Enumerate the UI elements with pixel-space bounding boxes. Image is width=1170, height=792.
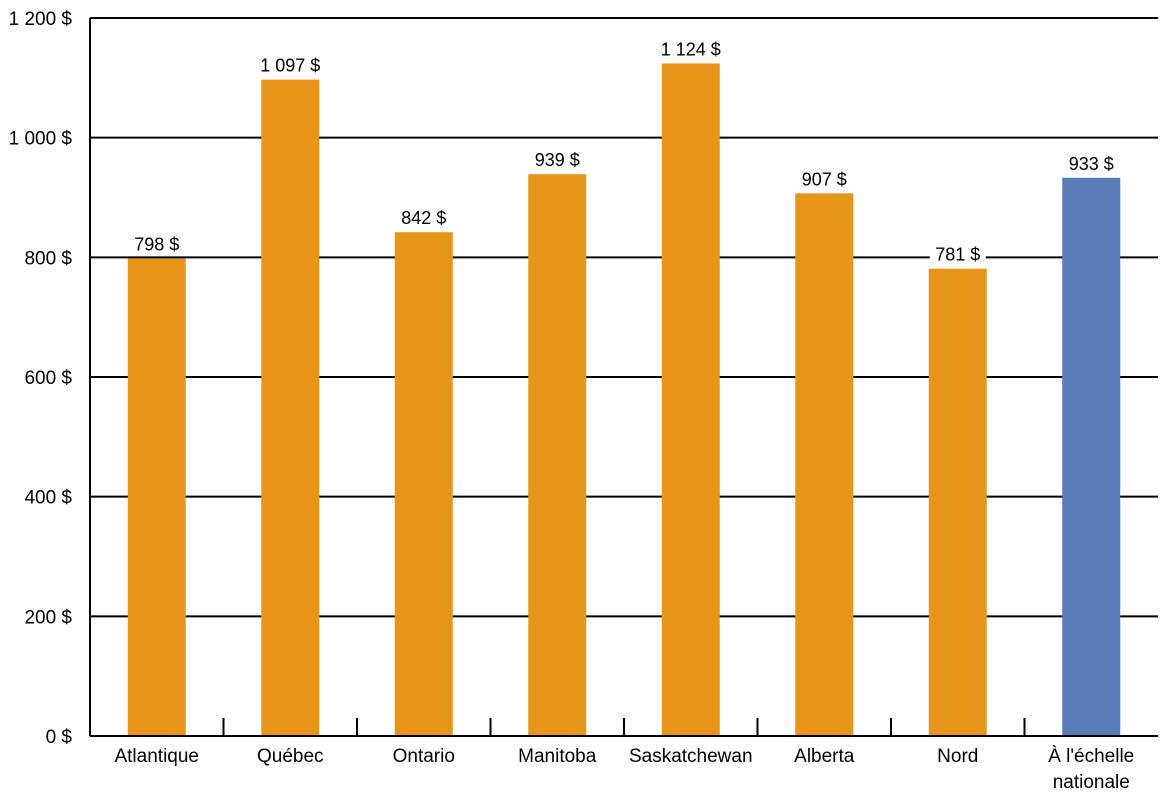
bar [127, 258, 186, 736]
data-label: 781 $ [935, 245, 980, 265]
category-label: Ontario [393, 746, 455, 767]
y-tick-label: 800 $ [24, 248, 72, 269]
bar [1062, 177, 1121, 736]
data-label: 907 $ [802, 169, 847, 189]
category-label: Québec [257, 746, 324, 767]
bar [928, 268, 987, 736]
data-label-background [252, 53, 329, 76]
bars [127, 63, 1121, 737]
y-tick-label: 1 200 $ [9, 9, 73, 30]
data-label-background [929, 242, 986, 265]
y-tick-label: 600 $ [24, 368, 72, 389]
data-label: 798 $ [134, 235, 179, 255]
data-label-background [1063, 151, 1120, 174]
data-label-background [128, 232, 185, 255]
data-label-background [796, 167, 853, 190]
gridlines [90, 17, 1158, 618]
y-axis-tick-labels: 0 $ 200 $ 400 $ 600 $ 800 $ 1 000 $ 1 200 $ [9, 9, 73, 748]
category-label: Manitoba [518, 746, 597, 767]
data-label-background [395, 206, 452, 229]
data-label: 1 124 $ [661, 39, 721, 59]
category-labels: Atlantique Québec Ontario Manitoba Saskatche… [114, 746, 1134, 792]
data-label: 939 $ [535, 150, 580, 170]
data-label-background [529, 148, 586, 171]
bar [394, 232, 453, 736]
y-tick-label: 400 $ [24, 488, 72, 509]
data-label: 842 $ [401, 208, 446, 228]
category-label: À l'échelle nationale [1048, 746, 1134, 792]
y-tick-label: 0 $ [46, 727, 73, 748]
data-label: 1 097 $ [260, 56, 320, 76]
category-label: Saskatchewan [629, 746, 753, 767]
bar [261, 79, 320, 736]
bar [795, 193, 854, 737]
y-tick-label: 200 $ [24, 607, 72, 628]
y-tick-label: 1 000 $ [9, 129, 73, 150]
data-label-background [652, 37, 729, 60]
bar [661, 63, 720, 737]
data-label: 933 $ [1069, 154, 1114, 174]
data-labels: 798 $ 1 097 $ 842 $ 939 $ 1 124 $ 907 $ 781 $ 9… [128, 37, 1120, 265]
category-label: Alberta [794, 746, 855, 767]
x-axis [89, 18, 1158, 737]
bar [528, 174, 587, 737]
category-label: Nord [937, 746, 978, 767]
category-label: Atlantique [114, 746, 199, 767]
